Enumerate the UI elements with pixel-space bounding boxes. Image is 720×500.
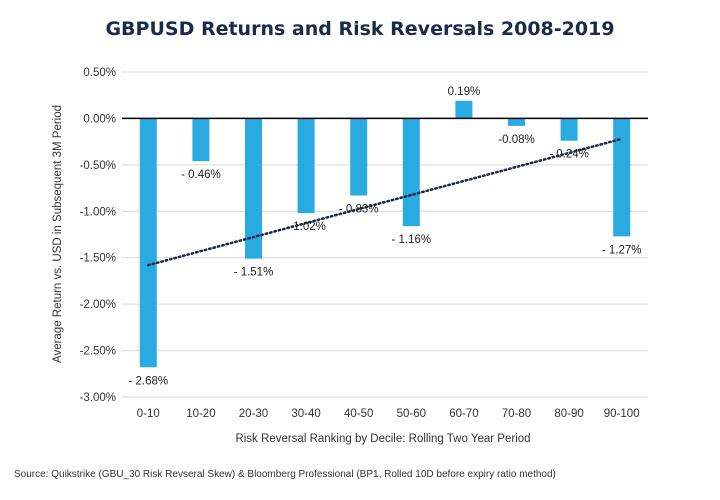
y-tick-label: -3.00% xyxy=(80,392,116,404)
data-label: - 0.83% xyxy=(339,204,379,216)
x-tick-label: 40-50 xyxy=(344,408,373,420)
y-tick-label: -2.50% xyxy=(80,346,116,358)
y-tick-label: 0.50% xyxy=(83,67,116,79)
bar-10-20 xyxy=(192,118,210,162)
data-label: - 0.24% xyxy=(549,149,589,161)
bar-90-100 xyxy=(613,118,631,237)
y-axis-title: Average Return vs. USD in Subsequent 3M … xyxy=(52,105,64,363)
x-tick-label: 10-20 xyxy=(186,408,215,420)
bar-60-70 xyxy=(455,100,473,119)
data-label: - 1.02% xyxy=(286,221,326,233)
y-axis-ticks: 0.50% 0.00% -0.50% -1.00% -1.50% -2.00% -2.50%… xyxy=(80,67,116,404)
data-label: 0.19% xyxy=(448,86,481,98)
data-label: - 1.51% xyxy=(234,267,274,279)
x-tick-label: 80-90 xyxy=(554,408,583,420)
gridlines xyxy=(122,71,648,398)
bars xyxy=(139,100,631,368)
data-labels: - 2.68% - 0.46% - 1.51% - 1.02% - 0.83% - 1.1… xyxy=(128,86,642,387)
x-tick-label: 60-70 xyxy=(449,408,478,420)
bar-0-10 xyxy=(139,118,157,368)
y-tick-label: -2.00% xyxy=(80,299,116,311)
trend-line xyxy=(147,137,623,267)
x-tick-label: 90-100 xyxy=(604,408,640,420)
trendline xyxy=(147,137,623,267)
bar-30-40 xyxy=(297,118,315,214)
x-axis-ticks: 0-10 10-20 20-30 30-40 40-50 50-60 60-70 70-80 8… xyxy=(137,408,640,420)
source-note: Source: Quikstrike (GBU_30 Risk Revseral… xyxy=(14,469,556,480)
bar-40-50 xyxy=(350,118,368,196)
y-tick-label: 0.00% xyxy=(83,113,116,125)
x-axis-title: Risk Reversal Ranking by Decile: Rolling… xyxy=(235,433,530,445)
data-label: -0.08% xyxy=(498,134,534,146)
x-tick-label: 0-10 xyxy=(137,408,160,420)
chart-title: GBPUSD Returns and Risk Reversals 2008-2… xyxy=(105,18,615,40)
x-tick-label: 70-80 xyxy=(502,408,531,420)
y-tick-label: -1.00% xyxy=(80,206,116,218)
y-tick-label: -1.50% xyxy=(80,253,116,265)
data-label: - 1.27% xyxy=(602,244,642,256)
bar-50-60 xyxy=(402,118,420,227)
data-label: - 1.16% xyxy=(391,234,431,246)
data-label: - 2.68% xyxy=(128,375,168,387)
bar-70-80 xyxy=(508,118,525,126)
bar-20-30 xyxy=(245,118,262,259)
y-tick-label: -0.50% xyxy=(80,160,116,172)
x-tick-label: 20-30 xyxy=(239,408,268,420)
x-tick-label: 50-60 xyxy=(397,408,426,420)
data-label: - 0.46% xyxy=(181,169,221,181)
x-tick-label: 30-40 xyxy=(291,408,320,420)
bar-80-90 xyxy=(560,118,578,141)
